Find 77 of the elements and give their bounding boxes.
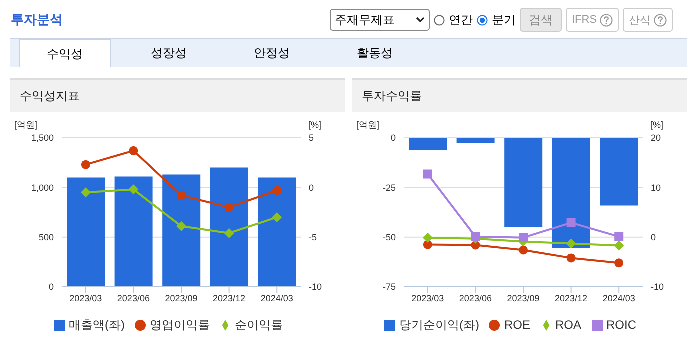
point <box>177 191 186 200</box>
point <box>614 258 624 268</box>
text: 안정성 <box>253 45 291 62</box>
point <box>566 218 576 228</box>
point <box>128 184 139 195</box>
legend-label: 당기순이익(좌) <box>399 318 480 332</box>
point <box>614 240 624 251</box>
y2-tick-label: 5 <box>309 133 314 144</box>
bar <box>210 168 248 287</box>
y-tick-label: 500 <box>38 232 54 243</box>
y2-tick-label: 20 <box>651 133 662 144</box>
text: 분기 <box>492 12 516 28</box>
legend-label: ROIC <box>606 318 637 332</box>
x-tick-label: 2023/06 <box>117 293 150 304</box>
point <box>81 160 90 170</box>
bar <box>258 178 296 287</box>
legend-label: ROE <box>504 318 530 332</box>
y-tick-label: 0 <box>390 133 396 144</box>
point <box>176 221 186 232</box>
bar <box>114 176 153 287</box>
point <box>566 238 576 249</box>
legend-label: 순이익률 <box>235 318 283 332</box>
text: IFRS <box>566 8 620 32</box>
point <box>272 186 282 196</box>
point <box>519 246 528 255</box>
legend-label: ROA <box>556 318 582 332</box>
y2-tick-label: 0 <box>651 232 656 243</box>
text: 주재무제표 <box>330 9 430 31</box>
text: 수익성 <box>19 39 111 67</box>
y2-tick-label: -10 <box>651 282 664 292</box>
x-tick-label: 2023/06 <box>459 293 492 304</box>
text: 활동성 <box>356 45 394 62</box>
legend-label: 영업이익률 <box>150 318 210 332</box>
y-tick-label: 0 <box>48 282 54 292</box>
point <box>614 232 624 242</box>
y2-tick-label: -5 <box>309 232 318 243</box>
point <box>224 228 234 238</box>
point <box>519 233 528 242</box>
point <box>423 240 432 250</box>
y-axis-title: [억원] <box>356 120 380 130</box>
x-tick-label: 2023/03 <box>412 293 444 304</box>
x-tick-label: 2024/03 <box>602 293 636 304</box>
text: 산식 <box>623 8 674 32</box>
bar <box>162 174 201 287</box>
y-tick-label: -25 <box>382 182 396 193</box>
x-tick-label: 2024/03 <box>260 293 294 304</box>
y-tick-label: -75 <box>382 282 396 292</box>
bar <box>67 178 105 287</box>
y-tick-label: -50 <box>382 232 396 243</box>
x-tick-label: 2023/12 <box>555 293 588 304</box>
y2-axis-title: [%] <box>308 120 322 130</box>
x-tick-label: 2023/12 <box>213 293 246 304</box>
y-axis-title: [억원] <box>14 120 38 130</box>
y-tick-label: 1,000 <box>31 182 54 193</box>
point <box>471 232 480 242</box>
point <box>422 232 433 243</box>
point <box>80 188 91 198</box>
x-tick-label: 2023/09 <box>165 293 198 304</box>
text: 연간 <box>449 12 473 28</box>
point <box>566 254 576 263</box>
x-tick-label: 2023/03 <box>70 293 102 304</box>
chart-title: 투자수익률 <box>352 78 687 112</box>
chart-title: 수익성지표 <box>10 78 345 112</box>
text: 검색 <box>520 8 562 32</box>
x-tick-label: 2023/09 <box>507 293 540 304</box>
point <box>224 203 234 212</box>
point <box>129 146 138 156</box>
y2-axis-title: [%] <box>650 120 664 130</box>
y-tick-label: 1,500 <box>31 133 54 144</box>
point <box>272 212 282 222</box>
text: 투자분석 <box>11 11 63 29</box>
point <box>423 170 432 179</box>
y2-tick-label: 0 <box>309 182 314 193</box>
y2-tick-label: 10 <box>651 182 662 193</box>
legend-label: 매출액(좌) <box>69 318 125 332</box>
text: 성장성 <box>150 45 188 62</box>
y2-tick-label: -10 <box>309 282 322 292</box>
